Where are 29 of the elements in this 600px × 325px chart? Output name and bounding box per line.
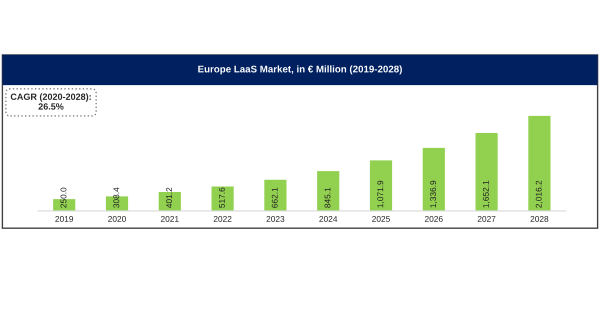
bar bbox=[528, 116, 550, 211]
chart-title: Europe LaaS Market, in € Million (2019-2028) bbox=[198, 65, 402, 74]
x-tick-label: 2027 bbox=[478, 216, 496, 222]
x-tick-label: 2021 bbox=[160, 216, 179, 222]
x-tick-label: 2026 bbox=[424, 216, 443, 222]
x-tick-label: 2024 bbox=[319, 216, 338, 222]
text: CAGR (2020-2028): 26.5% bbox=[10, 93, 91, 110]
data-label: 2,016.2 bbox=[536, 180, 543, 208]
x-tick-label: 2019 bbox=[55, 216, 74, 222]
bar bbox=[370, 160, 392, 211]
data-label: 1,336.9 bbox=[430, 180, 438, 208]
data-label: 662.1 bbox=[272, 188, 278, 208]
bar bbox=[476, 133, 498, 211]
data-label: 1,071.9 bbox=[377, 180, 384, 208]
data-label: 845.1 bbox=[324, 188, 330, 208]
x-tick-label: 2022 bbox=[214, 216, 232, 222]
bar bbox=[264, 180, 286, 211]
data-label: 401.2 bbox=[166, 188, 172, 208]
data-label: 308.4 bbox=[113, 188, 120, 208]
x-tick-label: 2023 bbox=[266, 216, 284, 222]
x-tick-label: 2028 bbox=[530, 216, 548, 222]
data-label: 517.6 bbox=[218, 188, 225, 208]
data-label: 1,652.1 bbox=[482, 180, 490, 208]
x-tick-label: 2025 bbox=[372, 216, 390, 222]
x-tick-label: 2020 bbox=[108, 216, 126, 222]
bar bbox=[212, 186, 234, 211]
data-label: 250.0 bbox=[60, 188, 66, 208]
bar bbox=[317, 171, 340, 211]
bar bbox=[422, 148, 445, 211]
